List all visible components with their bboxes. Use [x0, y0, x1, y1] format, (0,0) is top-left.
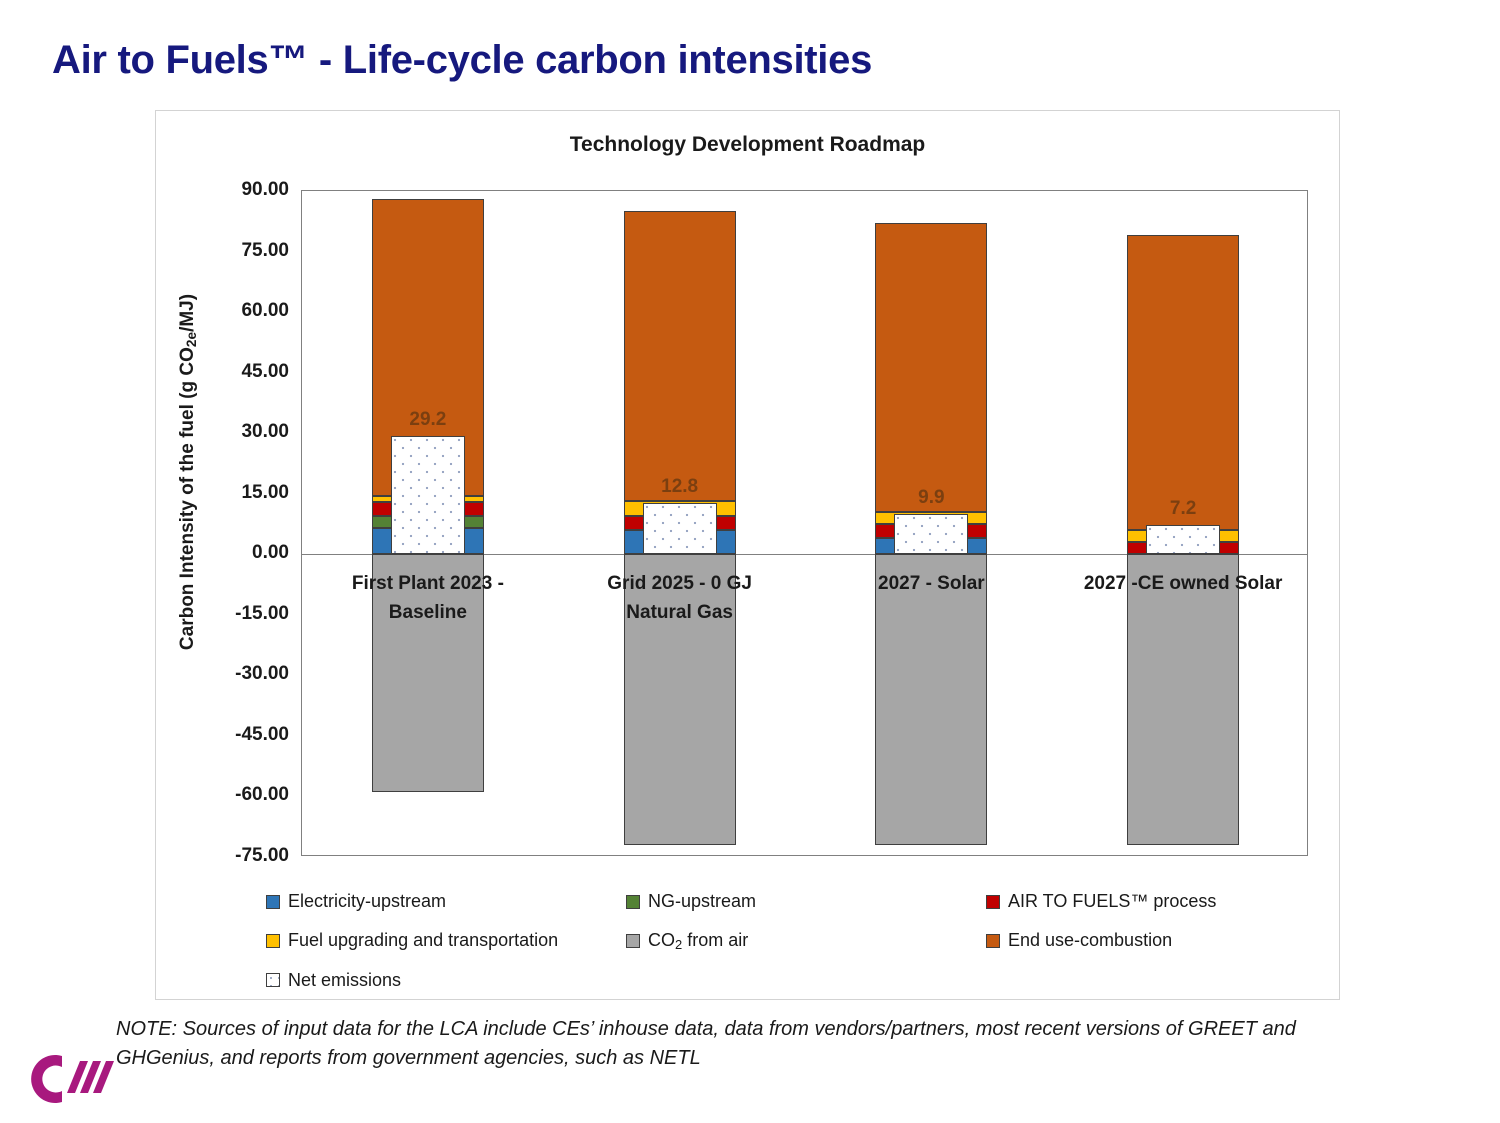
footnote: NOTE: Sources of input data for the LCA … [116, 1018, 1296, 1069]
net-emissions-value-label: 29.2 [409, 409, 447, 431]
y-axis-tick-label: -45.00 [235, 723, 289, 745]
page-title: Air to Fuels™ - Life-cycle carbon intens… [52, 38, 873, 82]
bar-segment-end-use-combustion [623, 211, 736, 501]
legend-swatch-icon [986, 894, 1000, 909]
legend-swatch-icon [626, 894, 640, 909]
legend-label: Fuel upgrading and transportation [288, 930, 559, 951]
bar-segment-co2-from-air [1127, 554, 1240, 845]
y-axis-title: Carbon Intensity of the fuel (g CO2e/MJ) [177, 293, 199, 651]
net-emissions-bar [642, 502, 717, 555]
y-axis-tick-label: 75.00 [241, 239, 289, 261]
plot-area: 29.2 First Plant 2023 - Baseline 12.8 Grid 2… [301, 190, 1308, 856]
legend-item-air-to-fuels-process: AIR TO FUELS™ process [986, 891, 1326, 912]
legend-item-co2-from-air: CO2 from air [626, 930, 986, 952]
x-axis-category-label: Grid 2025 - 0 GJ Natural Gas [607, 573, 752, 623]
legend-item-fuel-upgrading-and-transportation: Fuel upgrading and transportation [266, 930, 626, 952]
legend-label: End use-combustion [1008, 930, 1173, 951]
zero-axis-line [302, 554, 1307, 556]
x-axis-category-label: 2027 - Solar [878, 573, 985, 595]
legend-label: Electricity-upstream [288, 891, 447, 911]
net-emissions-value-label: 9.9 [918, 487, 945, 509]
bar-segment-co2-from-air [371, 554, 484, 793]
legend-swatch-icon [986, 933, 1000, 948]
net-emissions-bar [390, 436, 465, 555]
legend-label: AIR TO FUELS™ process [1008, 891, 1217, 911]
x-axis-category-label: 2027 -CE owned Solar [1083, 573, 1283, 595]
legend-item-electricity-upstream: Electricity-upstream [266, 891, 626, 912]
bar-group: 9.9 2027 - Solar [875, 191, 988, 855]
legend-row: Fuel upgrading and transportation CO2 fr… [266, 930, 1326, 952]
bar-segment-end-use-combustion [1127, 235, 1240, 531]
bar-group: 29.2 First Plant 2023 - Baseline [352, 191, 504, 855]
legend-swatch-icon [266, 894, 280, 909]
chart-legend: Electricity-upstream NG-upstream AIR TO … [266, 891, 1326, 1009]
bar-segment-co2-from-air [623, 554, 736, 845]
net-emissions-bar [1146, 525, 1221, 555]
y-axis-tick-label: 0.00 [252, 542, 289, 564]
net-emissions-value-label: 12.8 [661, 475, 699, 497]
y-axis-tick-label: -15.00 [235, 602, 289, 624]
y-axis-tick-label: 30.00 [241, 421, 289, 443]
y-axis-tick-label: -75.00 [235, 845, 289, 866]
chart-title: Technology Development Roadmap [569, 133, 926, 156]
legend-row: Electricity-upstream NG-upstream AIR TO … [266, 891, 1326, 912]
y-axis-tick-label: 60.00 [241, 300, 289, 322]
y-axis-tick-label: 90.00 [241, 179, 289, 200]
legend-swatch-icon [266, 933, 280, 948]
y-axis-tick-label: -30.00 [235, 663, 289, 685]
legend-label: NG-upstream [648, 891, 757, 911]
legend-item-net-emissions: Net emissions [266, 970, 626, 991]
net-emissions-bar [894, 514, 969, 555]
legend-item-ng-upstream: NG-upstream [626, 891, 986, 912]
y-axis-tick-label: -60.00 [235, 784, 289, 806]
bar-segment-end-use-combustion [371, 199, 484, 496]
bar-group: 12.8 Grid 2025 - 0 GJ Natural Gas [607, 191, 752, 855]
carbon-engineering-logo [31, 1055, 114, 1103]
bar-segment-co2-from-air [875, 554, 988, 845]
legend-swatch-icon [266, 973, 280, 988]
y-axis-tick-label: 45.00 [241, 360, 289, 382]
y-axis-tick-label: 15.00 [241, 481, 289, 503]
legend-label: Net emissions [288, 969, 402, 990]
legend-label: CO2 from air [648, 930, 749, 952]
legend-item-end-use-combustion: End use-combustion [986, 930, 1326, 952]
legend-swatch-icon [626, 933, 640, 948]
bar-segment-end-use-combustion [875, 223, 988, 512]
chart-container: Technology Development Roadmap Carbon In… [155, 110, 1340, 1000]
net-emissions-value-label: 7.2 [1169, 498, 1197, 520]
bar-group: 7.2 2027 -CE owned Solar [1084, 191, 1282, 855]
x-axis-category-label: First Plant 2023 - Baseline [351, 573, 504, 623]
legend-row: Net emissions [266, 970, 1326, 991]
